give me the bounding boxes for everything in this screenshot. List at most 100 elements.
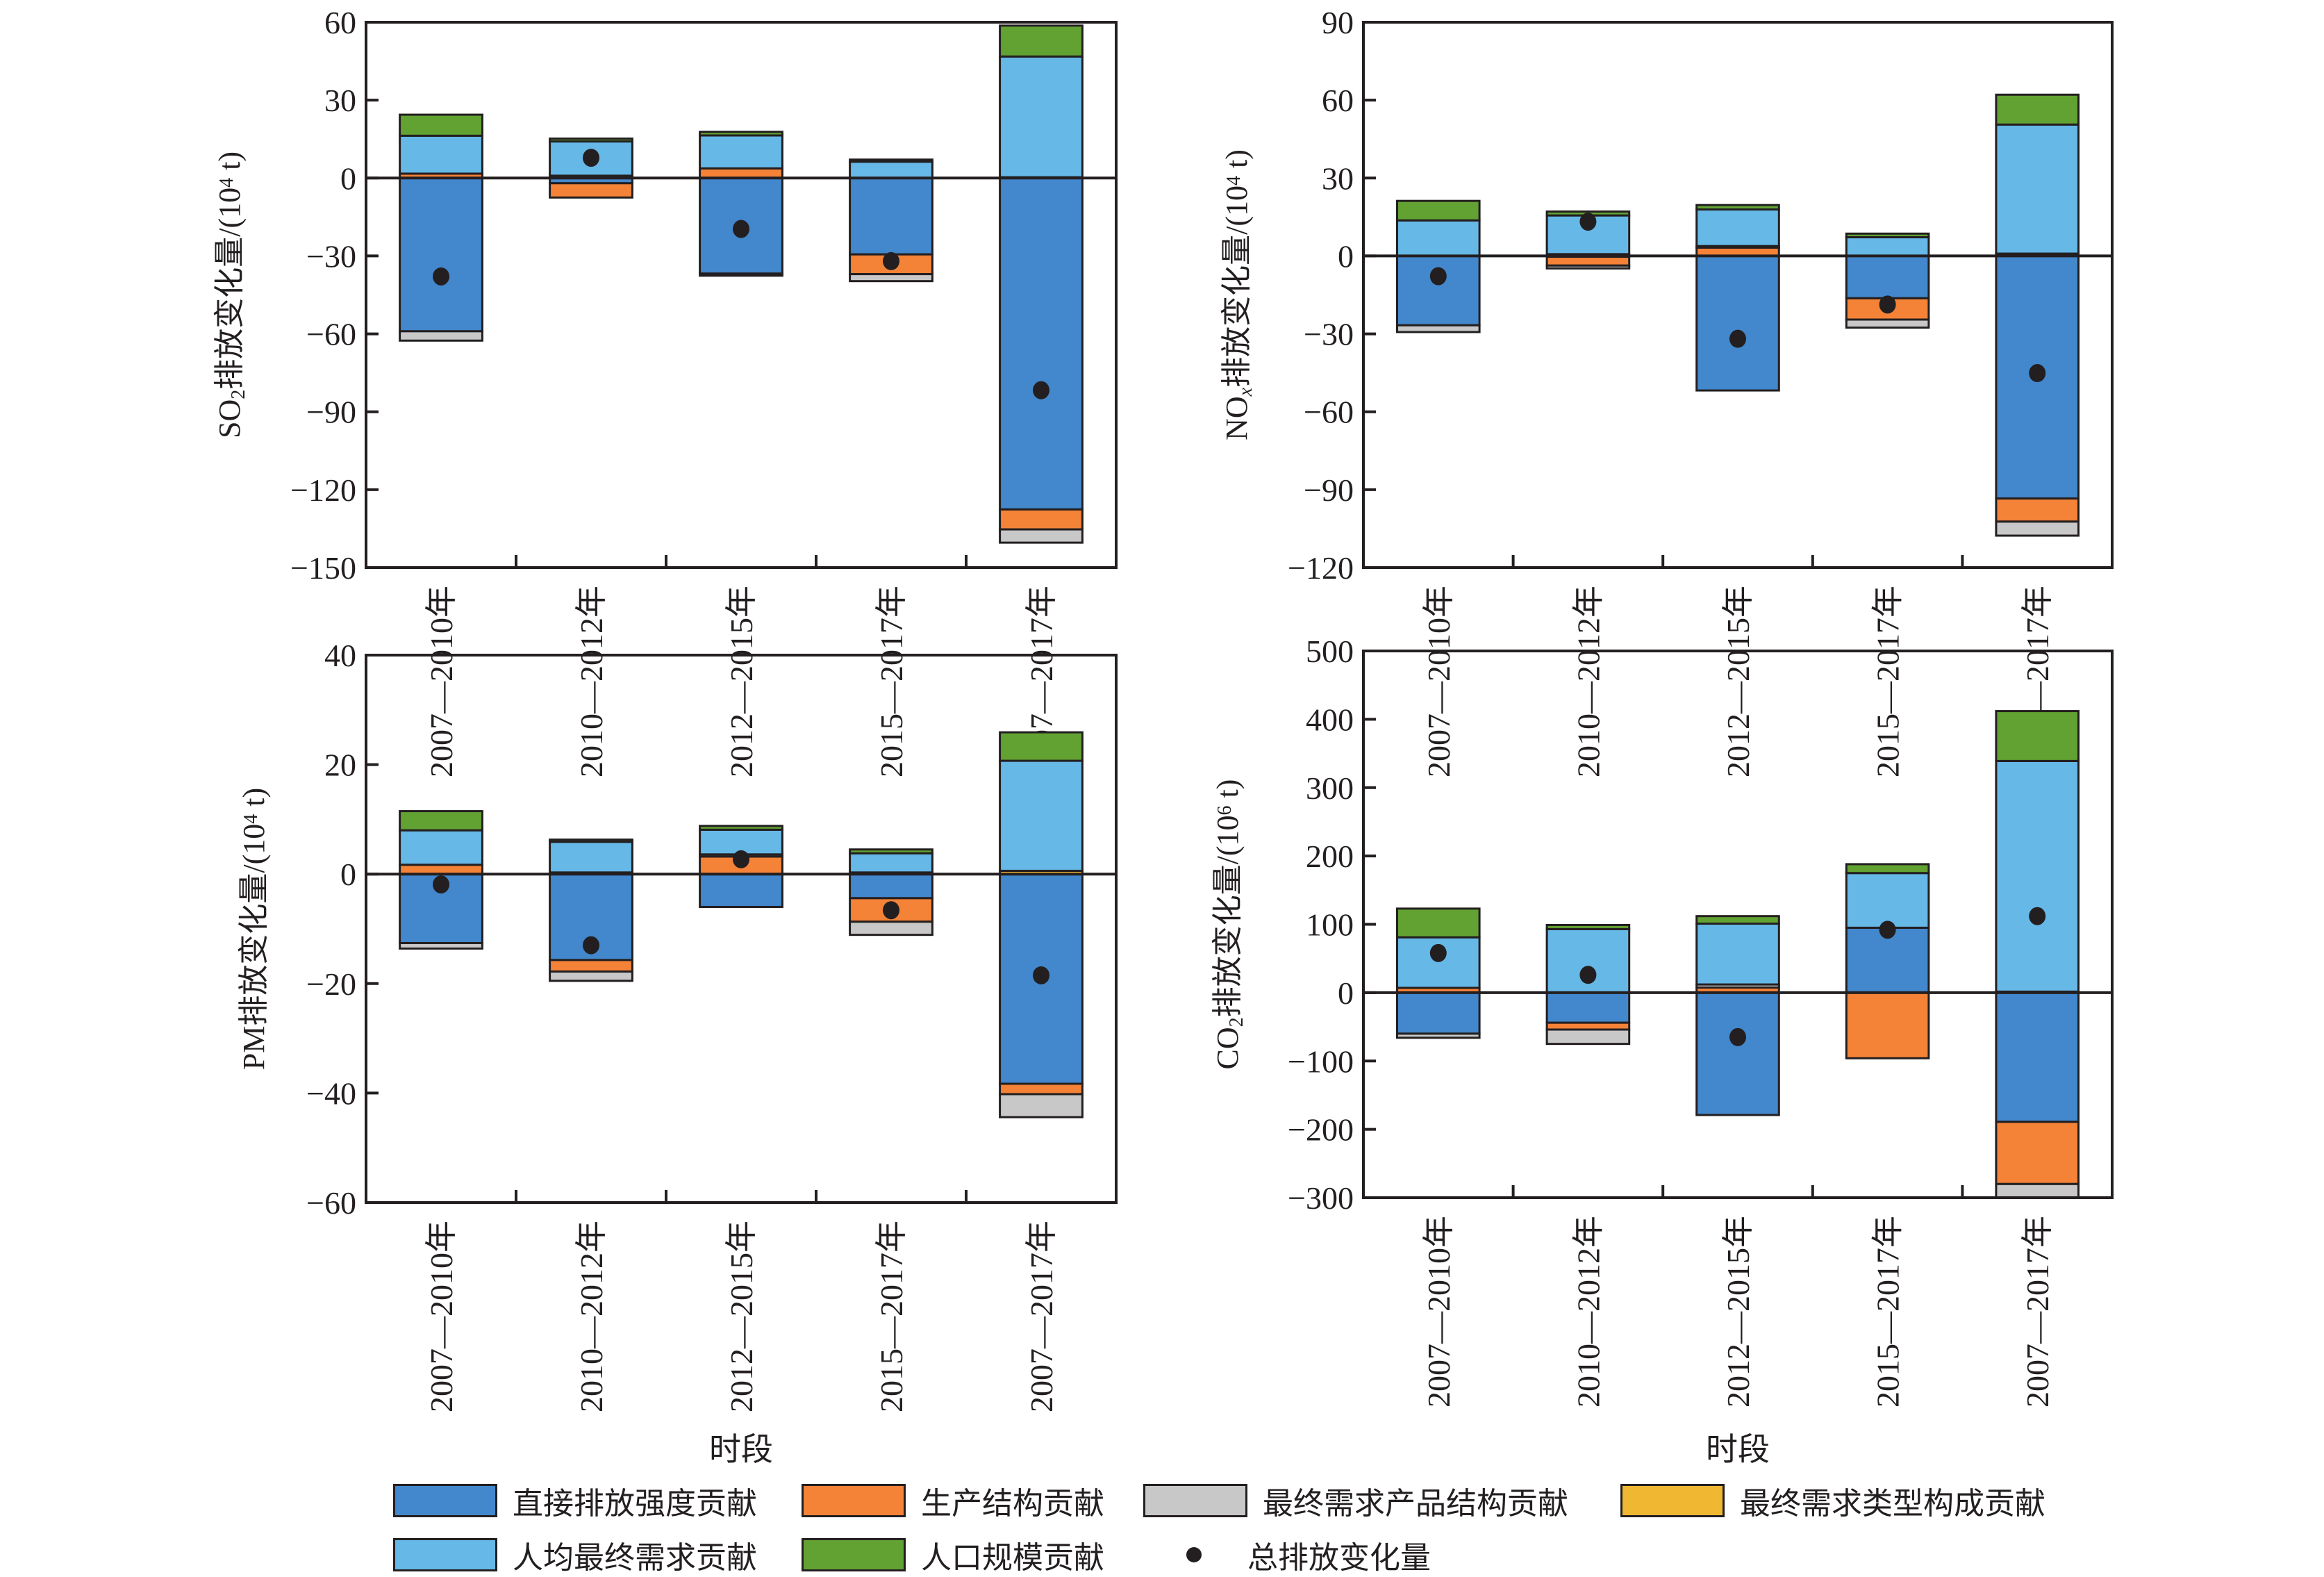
y-tick-label: −150 bbox=[290, 550, 356, 586]
total-dot bbox=[1879, 920, 1896, 939]
total-dot bbox=[883, 251, 899, 270]
chart-pm: 40 20 0 −20 −40 −60 2007—2010年 2010—2012年 2012—2… bbox=[237, 638, 1118, 1467]
y-tick-label: 0 bbox=[340, 160, 356, 196]
x-tick-label: 2007—2010年 bbox=[424, 586, 459, 777]
legend-label: 最终需求产品结构贡献 bbox=[1263, 1487, 1568, 1521]
bar-segment-co2-2-0 bbox=[1695, 991, 1780, 1116]
x-tick-label: 2012—2015年 bbox=[1720, 1216, 1756, 1407]
chart-co2: 500 400 300 200 100 0 −100 −200 −300 2007—2010年 20… bbox=[1211, 634, 2114, 1467]
legend-item-total: 总排放变化量 bbox=[1143, 1534, 1431, 1576]
bar-segment-co2-4-5 bbox=[1995, 710, 2080, 762]
total-dot bbox=[433, 875, 449, 894]
x-tick-label: 2007—2017年 bbox=[1024, 1221, 1059, 1412]
y-axis-label-part: NO bbox=[1220, 396, 1254, 440]
bar-segment-so2-1-5 bbox=[549, 137, 633, 143]
bar-segment-pm-3-5 bbox=[849, 848, 933, 854]
bar-segment-so2-2-5 bbox=[699, 131, 783, 137]
total-dot bbox=[2029, 907, 2046, 925]
y-tick-label: 60 bbox=[324, 5, 356, 40]
bar-segment-so2-3-0 bbox=[849, 176, 933, 256]
bar-segment-so2-0-4 bbox=[399, 134, 483, 175]
y-tick-label: −30 bbox=[1304, 317, 1354, 352]
x-tick-label: 2015—2017年 bbox=[874, 586, 909, 777]
bar-segment-so2-4-5 bbox=[999, 24, 1084, 58]
bar-segment-co2-2-4 bbox=[1695, 923, 1780, 986]
bar-segment-nox-3-4 bbox=[1845, 236, 1930, 257]
y-axis-label: CO2排放变化量/(106 t) bbox=[1211, 779, 1247, 1070]
y-tick-label: −120 bbox=[1288, 550, 1354, 586]
bar-segment-so2-2-1 bbox=[699, 167, 783, 179]
x-tick-label: 2007—2010年 bbox=[424, 1221, 459, 1412]
bar-segment-nox-4-5 bbox=[1995, 93, 2080, 126]
y-axis-label-part: 4 bbox=[1223, 176, 1245, 185]
total-dot bbox=[1579, 213, 1597, 231]
y-tick-label: 30 bbox=[324, 83, 356, 118]
bar-segment-nox-2-4 bbox=[1695, 208, 1780, 247]
x-tick-label: 2012—2015年 bbox=[1720, 586, 1756, 777]
bar-segment-co2-0-5 bbox=[1396, 907, 1481, 939]
bar-segment-nox-4-2 bbox=[1995, 520, 2080, 537]
total-dot bbox=[1033, 381, 1049, 399]
x-tick-label: 2015—2017年 bbox=[1870, 586, 1906, 777]
bar-segment-so2-3-5 bbox=[849, 158, 933, 163]
bar-segment-pm-2-5 bbox=[699, 825, 783, 831]
y-tick-label: −20 bbox=[306, 966, 356, 1002]
y-axis-label-part: t) bbox=[1211, 779, 1245, 806]
y-axis-label-part: SO bbox=[213, 399, 247, 438]
y-tick-label: 0 bbox=[1338, 975, 1354, 1011]
bar-segment-co2-4-1 bbox=[1995, 1121, 2080, 1185]
total-dot bbox=[1879, 295, 1896, 314]
bar-segment-pm-4-1 bbox=[999, 1082, 1084, 1096]
legend-label: 最终需求类型构成贡献 bbox=[1740, 1487, 2045, 1521]
total-dot bbox=[433, 267, 449, 286]
x-axis-label: 时段 bbox=[1706, 1432, 1770, 1467]
y-axis-label: PM排放变化量/(104 t) bbox=[237, 788, 271, 1070]
y-tick-label: −30 bbox=[306, 238, 356, 274]
legend-swatch-product-structure bbox=[1143, 1484, 1247, 1517]
bar-segment-pm-4-2 bbox=[999, 1093, 1084, 1118]
chart-nox: 90 60 30 0 −30 −60 −90 −120 2007—2010年 2010—2012年… bbox=[1220, 5, 2114, 777]
bar-segment-pm-1-1 bbox=[549, 959, 633, 973]
legend-swatch-demand-type bbox=[1620, 1484, 1725, 1517]
bar-segment-nox-4-1 bbox=[1995, 497, 2080, 523]
y-tick-label: 20 bbox=[324, 748, 356, 783]
bar-segment-co2-1-2 bbox=[1545, 1028, 1631, 1046]
legend-swatch-population bbox=[802, 1538, 906, 1571]
bar-segment-co2-4-4 bbox=[1995, 759, 2080, 993]
bar-segment-nox-0-2 bbox=[1396, 324, 1481, 333]
legend-label: 生产结构贡献 bbox=[921, 1487, 1104, 1521]
bar-segment-co2-2-5 bbox=[1695, 915, 1780, 925]
bars-group bbox=[399, 24, 1084, 544]
bars-group bbox=[399, 731, 1084, 1118]
y-tick-label: 100 bbox=[1306, 907, 1354, 943]
bar-segment-so2-3-4 bbox=[849, 160, 933, 179]
y-tick-label: −60 bbox=[306, 1185, 356, 1221]
bar-segment-so2-2-4 bbox=[699, 134, 783, 170]
bar-segment-so2-1-1 bbox=[549, 182, 633, 199]
bar-segment-pm-3-0 bbox=[849, 873, 933, 900]
total-dot bbox=[1729, 1027, 1746, 1046]
legend-label: 直接排放强度贡献 bbox=[513, 1487, 757, 1521]
y-axis-label-part: t) bbox=[1220, 149, 1254, 176]
total-dot bbox=[1033, 966, 1049, 984]
bar-segment-so2-4-1 bbox=[999, 508, 1084, 531]
x-tick-label: 2012—2015年 bbox=[724, 586, 759, 777]
y-tick-label: −120 bbox=[290, 472, 356, 508]
bar-segment-pm-0-1 bbox=[399, 864, 483, 875]
bar-segment-pm-2-4 bbox=[699, 828, 783, 856]
bars-group bbox=[1396, 710, 2080, 1198]
bar-segment-nox-3-0 bbox=[1845, 254, 1930, 299]
y-axis-label-part: x bbox=[1235, 387, 1256, 397]
bar-segment-nox-4-4 bbox=[1995, 123, 2080, 255]
x-tick-label: 2010—2012年 bbox=[574, 586, 609, 777]
y-tick-label: −60 bbox=[1304, 395, 1354, 430]
legend-item-direct: 直接排放强度贡献 bbox=[393, 1480, 757, 1521]
y-tick-label: −200 bbox=[1288, 1112, 1354, 1148]
bars-group bbox=[1396, 93, 2080, 537]
bar-segment-so2-0-5 bbox=[399, 113, 483, 137]
legend: 直接排放强度贡献 生产结构贡献 最终需求产品结构贡献 最终需求类型构成贡献 人均… bbox=[389, 1473, 2125, 1577]
bar-segment-pm-0-2 bbox=[399, 941, 483, 950]
y-axis-label-part: 6 bbox=[1214, 805, 1236, 815]
bar-segment-pm-3-4 bbox=[849, 852, 933, 874]
